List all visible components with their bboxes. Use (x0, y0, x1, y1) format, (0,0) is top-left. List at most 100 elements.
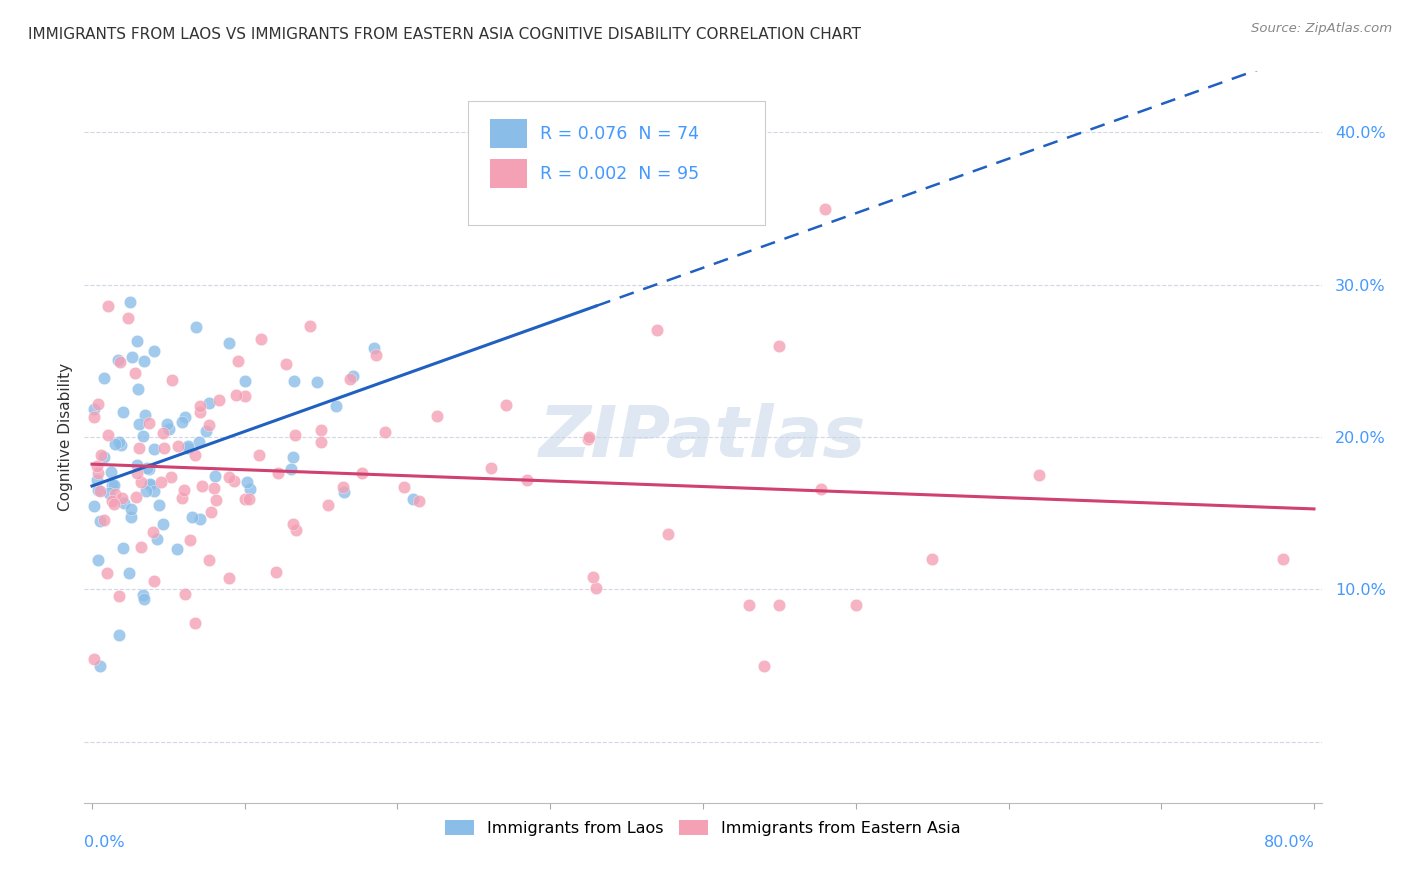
Bar (491, 119, 527, 148)
Point (90, 448, 112, 462)
Y-axis label: Cognitive Disability: Cognitive Disability (58, 363, 73, 511)
Text: 80.0%: 80.0% (1264, 836, 1315, 850)
Point (108, 589, 131, 603)
FancyBboxPatch shape (468, 101, 765, 225)
Point (339, 372, 361, 386)
Text: ZIPatlas: ZIPatlas (540, 402, 866, 472)
Point (152, 425, 174, 440)
Point (131, 475, 153, 489)
Point (152, 517, 174, 532)
Point (148, 498, 170, 512)
Point (333, 485, 356, 500)
Point (127, 382, 149, 396)
Point (585, 202, 607, 216)
Point (309, 434, 332, 449)
Point (233, 491, 256, 506)
Point (197, 396, 219, 410)
Point (83, 651, 105, 665)
Point (143, 574, 166, 588)
Point (316, 498, 339, 512)
Point (235, 389, 257, 403)
Point (752, 658, 775, 673)
Point (132, 353, 155, 368)
Point (89, 483, 111, 498)
Point (181, 510, 204, 524)
Point (426, 409, 449, 423)
Text: 0.0%: 0.0% (84, 836, 125, 850)
Point (645, 323, 668, 337)
Point (176, 441, 198, 455)
Point (205, 493, 228, 508)
Point (200, 505, 222, 519)
Point (125, 458, 148, 472)
Point (111, 491, 134, 505)
Point (183, 615, 205, 630)
Point (283, 374, 305, 388)
Point (845, 598, 868, 612)
Point (204, 468, 226, 483)
Point (86, 458, 108, 473)
Point (96, 566, 118, 581)
Point (153, 442, 176, 456)
Point (157, 422, 180, 436)
Point (585, 581, 607, 595)
Point (103, 497, 125, 511)
Point (582, 570, 605, 584)
Point (218, 335, 240, 350)
Point (184, 319, 207, 334)
Point (100, 465, 122, 479)
Point (578, 430, 600, 444)
Point (191, 479, 214, 493)
Point (283, 450, 305, 464)
Point (110, 355, 132, 369)
Point (143, 484, 166, 499)
Point (188, 512, 211, 526)
Point (101, 478, 124, 492)
Point (364, 348, 387, 362)
Point (363, 342, 385, 356)
Point (342, 369, 364, 384)
Point (198, 417, 221, 432)
Point (128, 442, 150, 456)
Point (177, 439, 200, 453)
Point (120, 509, 142, 524)
Point (87, 466, 110, 480)
Point (135, 483, 157, 498)
Point (408, 493, 430, 508)
Point (107, 353, 129, 368)
Point (179, 533, 201, 547)
Point (93, 513, 115, 527)
Point (285, 524, 308, 538)
Point (184, 448, 207, 462)
Point (138, 462, 160, 476)
Point (83, 500, 105, 514)
Point (479, 461, 502, 475)
Point (298, 318, 321, 333)
Point (173, 587, 195, 601)
Point (97, 299, 120, 313)
Bar (491, 159, 527, 188)
Point (921, 552, 943, 566)
Point (112, 405, 135, 419)
Point (768, 338, 790, 352)
Point (112, 496, 135, 510)
Point (495, 398, 517, 412)
Point (89, 514, 111, 528)
Point (83, 410, 105, 425)
Point (218, 571, 240, 585)
Point (139, 478, 162, 492)
Point (768, 598, 790, 612)
Point (117, 311, 139, 326)
Point (138, 416, 160, 430)
Point (150, 475, 173, 489)
Point (108, 435, 131, 450)
Point (187, 435, 209, 450)
Point (93, 371, 115, 385)
Point (93, 450, 115, 465)
Point (87, 553, 110, 567)
Point (374, 425, 396, 439)
Point (267, 466, 290, 480)
Point (129, 540, 152, 554)
Point (218, 470, 240, 484)
Point (233, 374, 256, 388)
